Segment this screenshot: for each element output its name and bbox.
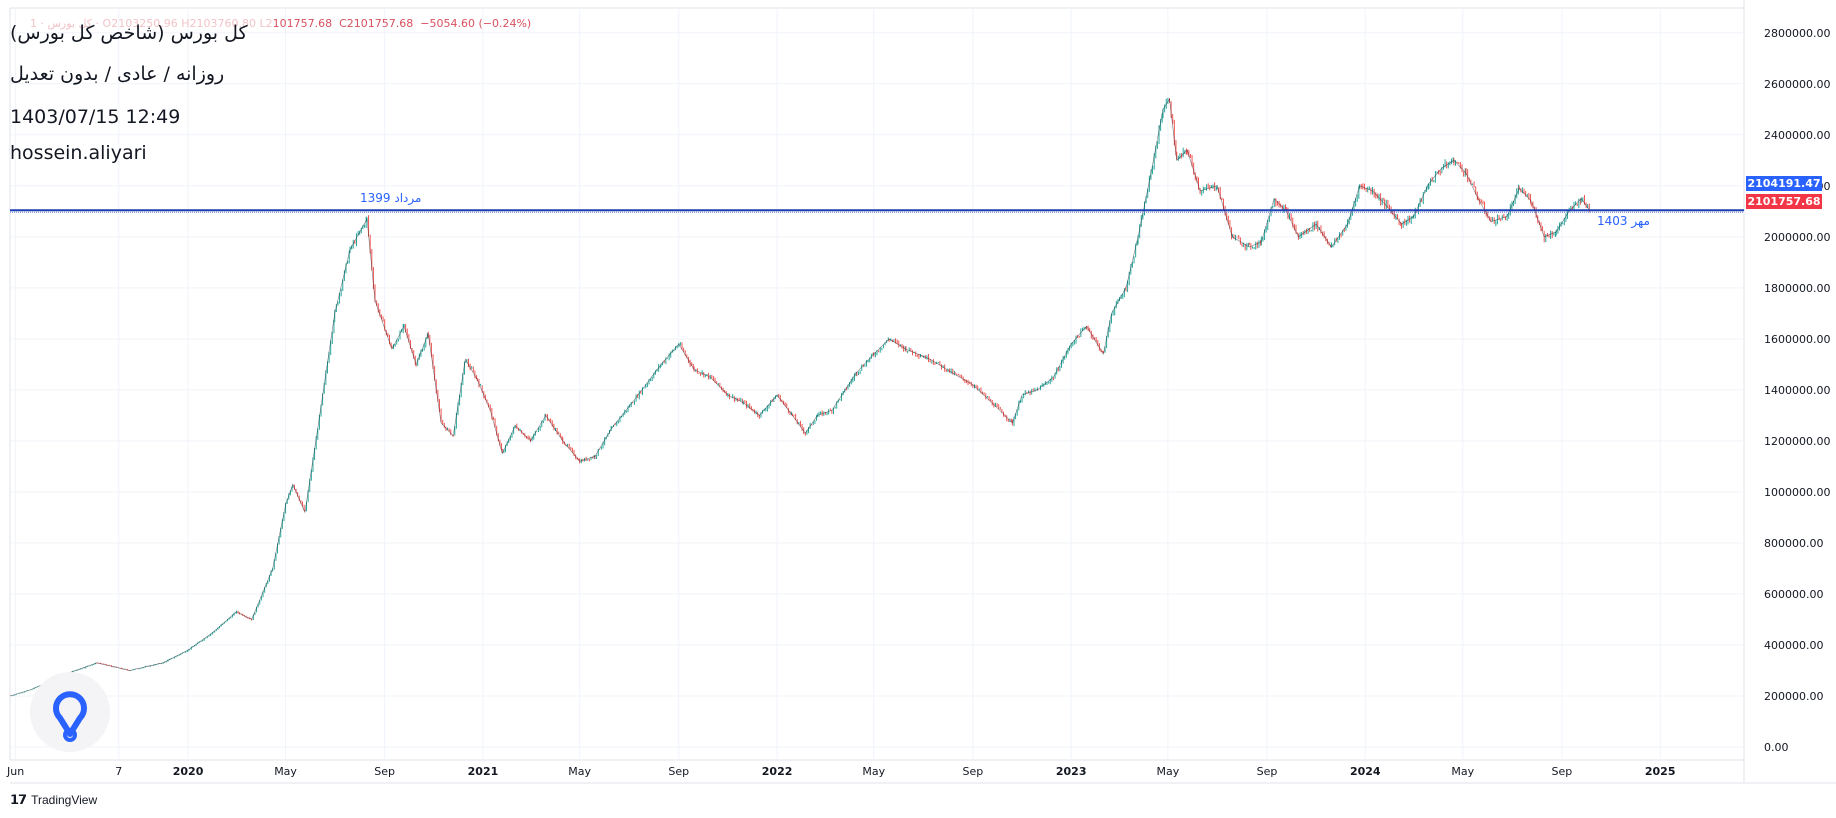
x-tick-label: Sep — [1552, 765, 1573, 778]
x-tick-label: 7 — [115, 765, 122, 778]
y-tick-label: 2400000.00 — [1764, 129, 1830, 142]
y-tick-label: 200000.00 — [1764, 690, 1824, 703]
y-tick-label: 2800000.00 — [1764, 27, 1830, 40]
y-tick-label: 1600000.00 — [1764, 333, 1830, 346]
y-tick-label: 2000000.00 — [1764, 231, 1830, 244]
x-tick-label: May — [862, 765, 885, 778]
x-tick-label: Sep — [1257, 765, 1278, 778]
x-tick-label: Sep — [374, 765, 395, 778]
x-tick-label: May — [1451, 765, 1474, 778]
chart-datetime: 1403/07/15 12:49 — [10, 106, 181, 128]
last-price-tag: 2101757.68 — [1746, 194, 1822, 209]
plot-frame — [9, 7, 1745, 761]
chart-subtitle: روزانه / عادی / بدون تعدیل — [10, 63, 225, 85]
x-tick-label: 2022 — [762, 765, 793, 778]
x-tick-label: May — [1157, 765, 1180, 778]
annotation-left-label: مرداد 1399 — [360, 191, 421, 206]
hline-price-tag: 2104191.47 — [1746, 176, 1822, 191]
symbol-title: کل بورس (شاخص کل بورس) — [10, 22, 248, 44]
x-tick-label: 2025 — [1645, 765, 1676, 778]
watermark-logo — [30, 672, 110, 752]
x-tick-label: 2021 — [468, 765, 499, 778]
tradingview-brand-label: TradingView — [31, 793, 98, 807]
y-tick-label: 0.00 — [1764, 741, 1789, 754]
x-tick-label: Sep — [668, 765, 689, 778]
tradingview-brand[interactable]: 𝟭𝟳 TradingView — [10, 792, 97, 808]
x-tick-label: Sep — [963, 765, 984, 778]
location-pin-icon — [53, 691, 87, 742]
y-tick-label: 1800000.00 — [1764, 282, 1830, 295]
price-series-line — [9, 98, 1591, 697]
ohlc-faded-values: 1 · کل بورس · O2103250.96 H2103760.80 L2 — [30, 17, 273, 30]
ohlc-change: −5054.60 (−0.24%) — [420, 17, 532, 30]
x-tick-label: May — [568, 765, 591, 778]
y-tick-label: 1400000.00 — [1764, 384, 1830, 397]
author-name: hossein.aliyari — [10, 142, 147, 164]
y-tick-label: 1200000.00 — [1764, 435, 1830, 448]
x-tick-label: May — [274, 765, 297, 778]
ohlc-readout: 1 · کل بورس · O2103250.96 H2103760.80 L2… — [30, 17, 531, 30]
y-tick-label: 800000.00 — [1764, 537, 1824, 550]
ohlc-close-value: 2101757.68 — [346, 17, 414, 30]
y-tick-label: 1000000.00 — [1764, 486, 1830, 499]
x-tick-label: Jun — [6, 765, 24, 778]
ohlc-close-label: C — [339, 17, 347, 30]
x-tick-label: 2023 — [1056, 765, 1087, 778]
y-tick-label: 2600000.00 — [1764, 78, 1830, 91]
x-tick-label: 2020 — [173, 765, 204, 778]
annotation-right-label: مهر 1403 — [1597, 214, 1650, 229]
y-tick-label: 600000.00 — [1764, 588, 1824, 601]
ohlc-low-tail: 101757.68 — [272, 17, 333, 30]
price-bars — [9, 97, 1590, 697]
tradingview-logo-icon: 𝟭𝟳 — [10, 792, 27, 807]
y-tick-label: 400000.00 — [1764, 639, 1824, 652]
x-tick-label: 2024 — [1350, 765, 1381, 778]
